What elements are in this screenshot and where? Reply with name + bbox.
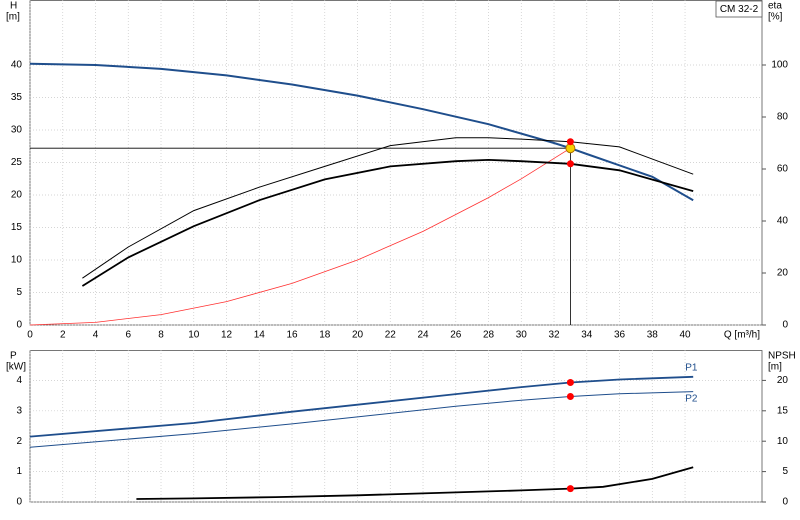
operating-point xyxy=(566,160,574,168)
y-axis-label: P xyxy=(10,351,17,362)
y-tick-label: 30 xyxy=(11,125,23,136)
y-tick-label: 20 xyxy=(11,190,23,201)
operating-point xyxy=(566,393,574,401)
curve xyxy=(29,147,571,326)
curve xyxy=(82,137,694,279)
y-tick-label: 0 xyxy=(16,320,22,331)
x-axis-label: Q [m³/h] xyxy=(724,330,760,341)
y2-tick-label: 15 xyxy=(777,405,789,416)
y-tick-label: 3 xyxy=(16,405,22,416)
x-tick-label: 22 xyxy=(385,330,397,341)
y-tick-label: 4 xyxy=(16,375,22,386)
curve-label: P2 xyxy=(685,393,698,404)
operating-point xyxy=(566,138,574,146)
x-tick-label: 24 xyxy=(417,330,429,341)
x-tick-label: 20 xyxy=(352,330,364,341)
x-tick-label: 36 xyxy=(614,330,626,341)
y-tick-label: 25 xyxy=(11,157,23,168)
x-tick-label: 26 xyxy=(450,330,462,341)
x-tick-label: 40 xyxy=(679,330,691,341)
operating-point xyxy=(566,485,574,493)
x-tick-label: 32 xyxy=(548,330,560,341)
x-tick-label: 6 xyxy=(125,330,131,341)
x-tick-label: 18 xyxy=(319,330,331,341)
x-tick-label: 34 xyxy=(581,330,593,341)
curve xyxy=(29,375,694,438)
x-tick-label: 12 xyxy=(221,330,233,341)
y-tick-label: 10 xyxy=(11,255,23,266)
y-tick-label: 15 xyxy=(11,222,23,233)
operating-point xyxy=(566,379,574,387)
y2-tick-label: 40 xyxy=(777,216,789,227)
y2-tick-label: 100 xyxy=(771,60,788,71)
x-tick-label: 2 xyxy=(60,330,66,341)
y2-axis-label: NPSH xyxy=(768,351,796,362)
y2-tick-label: 20 xyxy=(777,268,789,279)
x-tick-label: 38 xyxy=(647,330,659,341)
x-tick-label: 8 xyxy=(158,330,164,341)
x-tick-label: 0 xyxy=(27,330,33,341)
y-tick-label: 5 xyxy=(16,287,22,298)
x-tick-label: 30 xyxy=(516,330,528,341)
x-tick-label: 16 xyxy=(286,330,298,341)
y-tick-label: 40 xyxy=(11,60,23,71)
y2-tick-label: 5 xyxy=(782,466,788,477)
curve-label: P1 xyxy=(685,362,698,373)
y2-axis-unit: [%] xyxy=(768,12,783,23)
y2-axis-unit: [m] xyxy=(768,362,782,373)
x-tick-label: 4 xyxy=(93,330,99,341)
curve xyxy=(81,158,694,287)
curve xyxy=(29,62,694,202)
y2-tick-label: 20 xyxy=(777,375,789,386)
x-label-bg xyxy=(720,328,762,342)
y2-axis-label: eta xyxy=(768,1,782,12)
y-tick-label: 35 xyxy=(11,92,23,103)
y2-tick-label: 0 xyxy=(782,497,788,508)
chart-title: CM 32-2 xyxy=(720,4,759,15)
y-axis-unit: [kW] xyxy=(6,362,26,373)
curve xyxy=(29,391,694,448)
y-tick-label: 0 xyxy=(16,497,22,508)
x-tick-label: 10 xyxy=(188,330,200,341)
curve xyxy=(136,466,694,500)
y2-tick-label: 80 xyxy=(777,112,789,123)
y-tick-label: 2 xyxy=(16,436,22,447)
y2-tick-label: 10 xyxy=(777,436,789,447)
y2-tick-label: 0 xyxy=(782,320,788,331)
title-box xyxy=(715,0,763,18)
y2-tick-label: 60 xyxy=(777,164,789,175)
x-tick-label: 14 xyxy=(254,330,266,341)
x-tick-label: 28 xyxy=(483,330,495,341)
y-axis-label: H xyxy=(10,1,17,12)
y-axis-unit: [m] xyxy=(6,12,20,23)
y-tick-label: 1 xyxy=(16,466,22,477)
